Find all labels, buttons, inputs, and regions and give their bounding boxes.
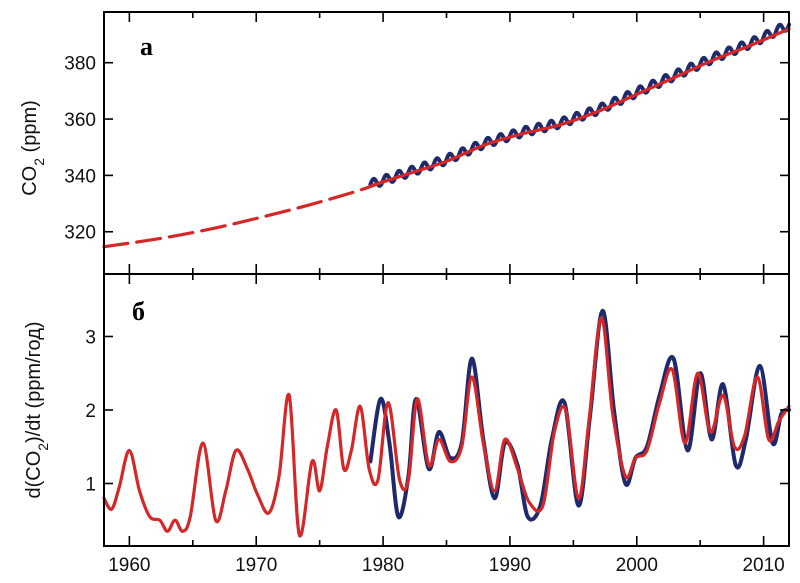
panel-a-y-tick-label: 360 <box>64 110 96 131</box>
panel-a-ylabel-main: CO <box>19 166 41 196</box>
x-tick-label: 1980 <box>362 555 404 576</box>
panel-a-y-tick-label: 380 <box>64 54 96 75</box>
panel-b-y-tick-label: 3 <box>85 327 96 348</box>
panel-b-ylabel-subscript: 2 <box>35 443 51 451</box>
panel-a-y-tick-label: 340 <box>64 166 96 187</box>
x-tick-label: 1960 <box>108 555 150 576</box>
x-tick-label: 2000 <box>616 555 658 576</box>
panel-a-frame <box>103 11 790 275</box>
panel-a-ylabel-subscript: 2 <box>31 158 47 166</box>
panel-b-y-tick-label: 1 <box>85 475 96 496</box>
panel-a-letter: а <box>140 32 153 61</box>
panel-a-ticks: 320 340 360 380 <box>64 12 789 274</box>
x-tick-label: 1990 <box>489 555 531 576</box>
panel-b-ticks: 1 2 3 <box>85 274 789 546</box>
panel-a-y-tick-label: 320 <box>64 223 96 244</box>
panel-a-co2-concentration: 320 340 360 380 а CO2 (ppm) <box>19 11 791 275</box>
panel-b-co2-growth-rate: 123 б d(CO2)/dt (ppm/год) <box>23 273 791 547</box>
x-axis-ticks: 1960 1970 1980 1990 2000 2010 <box>108 555 785 576</box>
panel-b-ylabel-post: )/dt (ppm/год) <box>23 321 45 442</box>
panel-b-y-tick-label: 2 <box>85 401 96 422</box>
panel-b-frame <box>103 273 790 547</box>
panel-a-series-1-line <box>368 27 791 188</box>
panel-a-series-0-line <box>368 22 791 188</box>
panel-b-series-1-line <box>102 316 791 538</box>
panel-b-ylabel-pre: d(CO <box>23 451 45 499</box>
panel-a-series-group <box>102 22 791 249</box>
panel-a-y-axis-title: CO2 (ppm) <box>19 100 47 196</box>
x-tick-label: 2010 <box>742 555 784 576</box>
panel-b-letter: б <box>132 297 145 326</box>
x-tick-label: 1970 <box>235 555 277 576</box>
panel-b-y-axis-title: d(CO2)/dt (ppm/год) <box>23 321 51 498</box>
panel-a-ylabel-unit: (ppm) <box>19 100 41 158</box>
panel-a-series-2-dashed-line <box>102 180 385 249</box>
panel-b-series-0-line <box>368 308 791 522</box>
panel-b-series-group <box>102 308 791 538</box>
